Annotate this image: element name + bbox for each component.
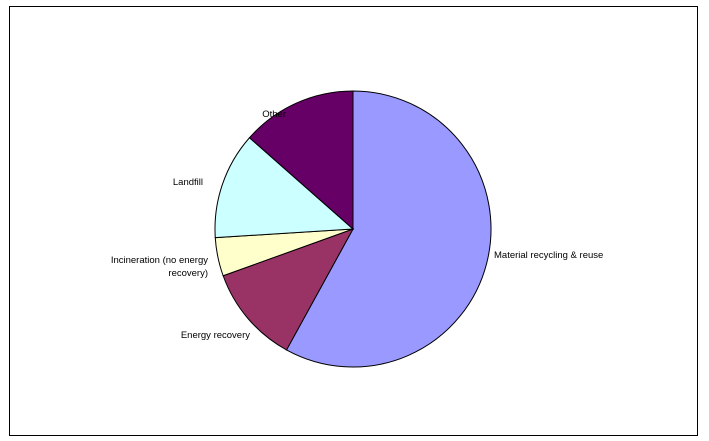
pie-slice-energy-recovery bbox=[222, 228, 355, 351]
slice-label-landfill: Landfill bbox=[173, 177, 203, 188]
slice-label-energy-recovery: Energy recovery bbox=[181, 330, 250, 341]
pie-slice-material-recycling-reuse bbox=[285, 90, 492, 368]
pie-slice-landfill bbox=[214, 137, 355, 239]
pie-slice-other bbox=[248, 90, 354, 231]
slice-label-material-recycling-reuse: Material recycling & reuse bbox=[494, 250, 603, 261]
slice-label-other: Other bbox=[262, 109, 286, 120]
slice-label-incineration-no-energy-recovery: Incineration (no energy recovery) bbox=[111, 255, 208, 279]
